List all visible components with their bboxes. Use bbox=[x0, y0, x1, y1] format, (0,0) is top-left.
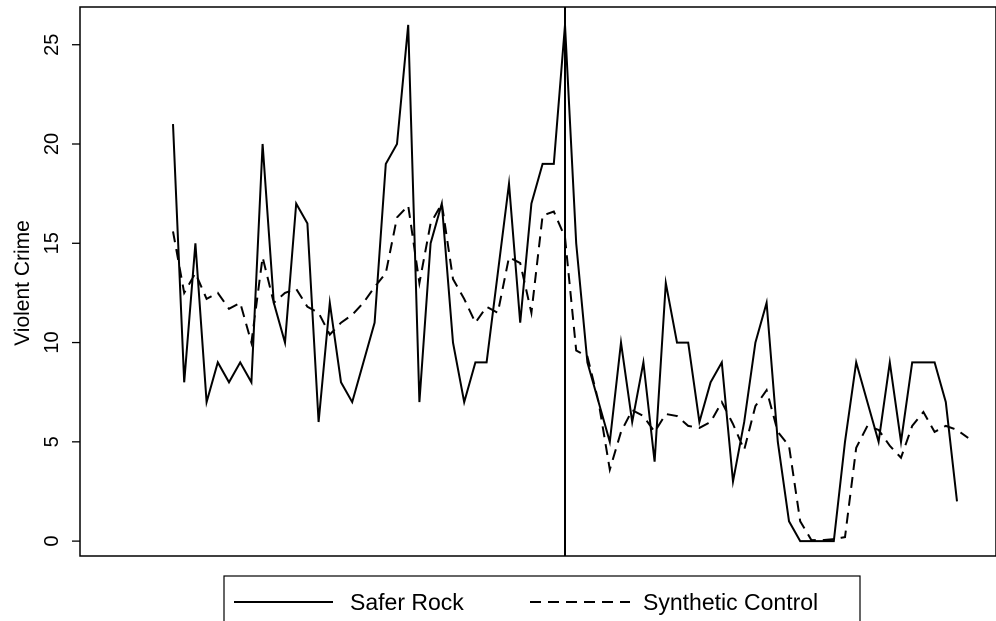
y-tick-label: 0 bbox=[41, 536, 63, 547]
plot-frame bbox=[80, 7, 996, 556]
y-tick-label: 25 bbox=[41, 34, 63, 56]
plot-area bbox=[80, 7, 996, 556]
y-tick-label: 10 bbox=[41, 331, 63, 353]
y-tick-label: 5 bbox=[41, 436, 63, 447]
y-tick-label: 15 bbox=[41, 232, 63, 254]
legend-label-safer-rock: Safer Rock bbox=[350, 589, 464, 615]
legend: Safer Rock Synthetic Control bbox=[224, 576, 860, 621]
y-axis-title: Violent Crime bbox=[11, 220, 34, 346]
y-axis: 0 5 10 15 20 25 bbox=[41, 34, 80, 547]
legend-label-synthetic-control: Synthetic Control bbox=[643, 589, 818, 615]
y-tick-label: 20 bbox=[41, 133, 63, 155]
